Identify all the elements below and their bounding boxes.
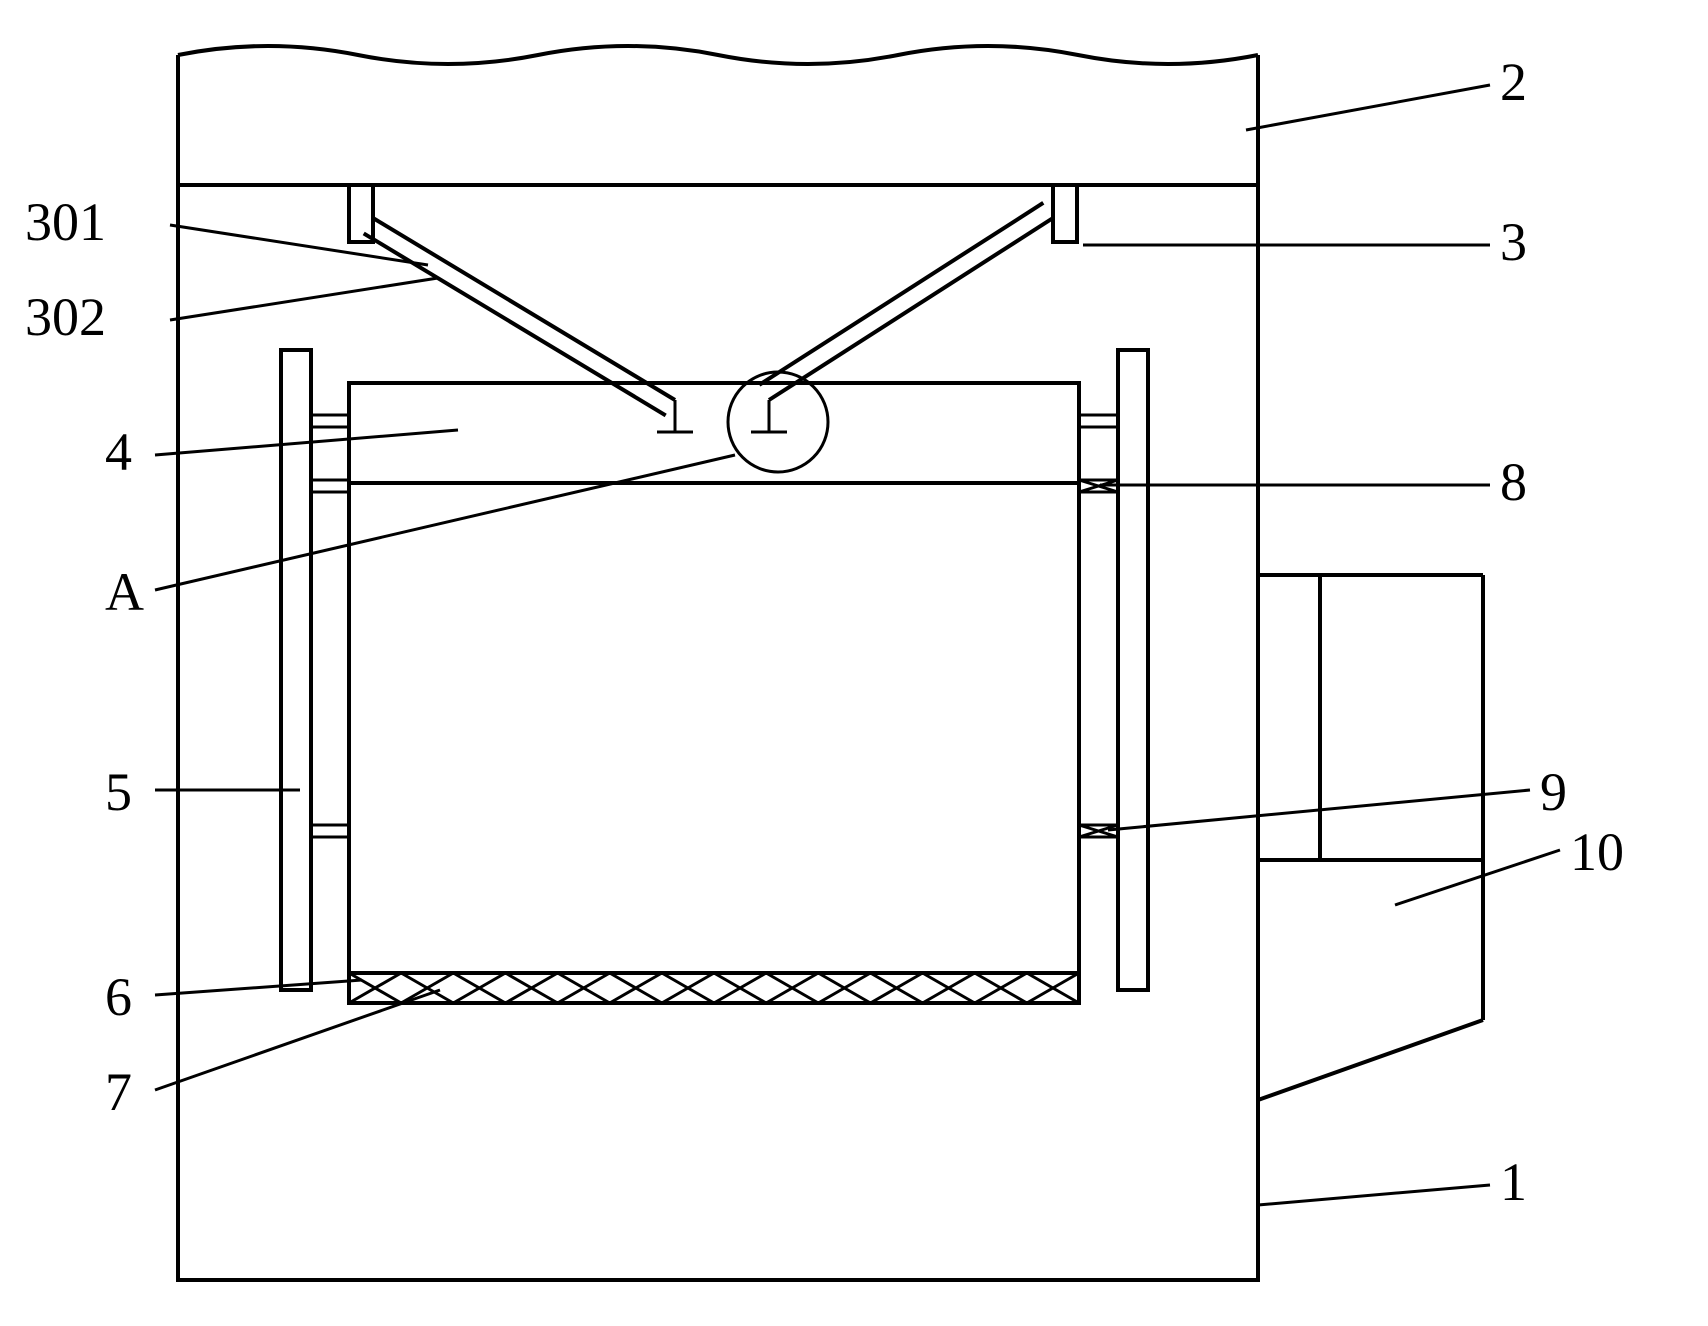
label-6: 6	[105, 967, 132, 1027]
label-10: 10	[1570, 822, 1624, 882]
label-301: 301	[25, 192, 106, 252]
label-4: 4	[105, 422, 132, 482]
diagram-svg: 2 301 302 3 4 8 A 5 910 6 7 1	[0, 0, 1708, 1326]
label-8: 8	[1500, 452, 1527, 512]
label-302: 302	[25, 287, 106, 347]
label-2: 2	[1500, 52, 1527, 112]
label-9: 9	[1540, 762, 1567, 822]
label-7: 7	[105, 1062, 132, 1122]
label-1: 1	[1500, 1152, 1527, 1212]
label-3: 3	[1500, 212, 1527, 272]
label-5: 5	[105, 762, 132, 822]
label-A: A	[105, 562, 144, 622]
